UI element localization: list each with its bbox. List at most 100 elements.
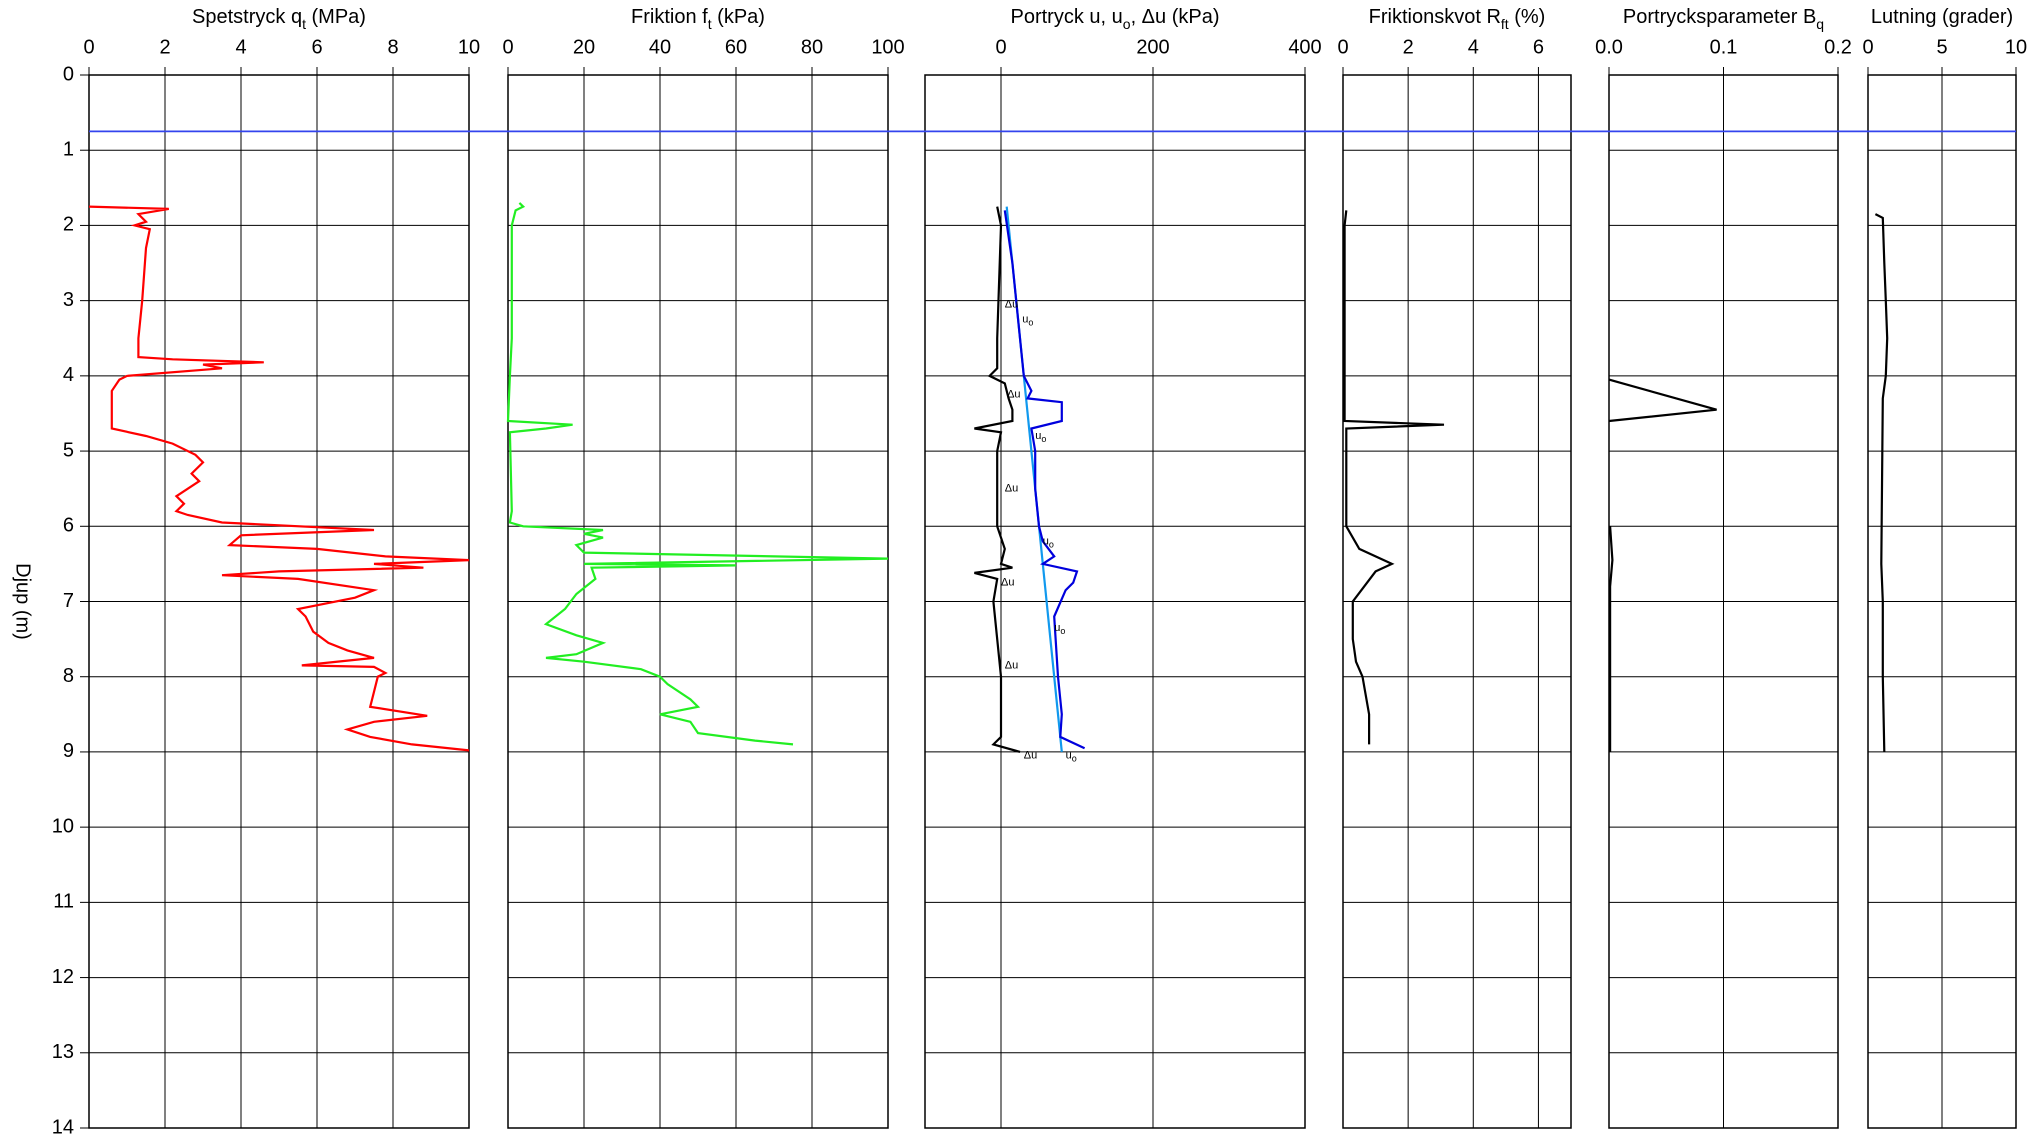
x-tick-label: 40 — [649, 36, 671, 58]
annotation-part: Δu — [1005, 483, 1018, 495]
x-tick-label: 4 — [235, 36, 246, 58]
y-tick-label: 3 — [63, 289, 74, 311]
x-tick-label: 10 — [2005, 36, 2027, 58]
y-tick-label: 6 — [63, 515, 74, 537]
annotation: Δu — [1007, 389, 1020, 401]
panel-frame — [924, 74, 1306, 1129]
y-tick-label: 10 — [52, 815, 74, 837]
panel-frame — [88, 74, 470, 1129]
annotation-part: o — [1041, 434, 1046, 444]
annotation-part: Δu — [1001, 577, 1014, 589]
title-part: Portryck u, u — [1011, 6, 1123, 28]
annotation: uo — [1066, 750, 1077, 764]
x-tick-label: 0 — [1337, 36, 1348, 58]
x-tick-label: 0.2 — [1824, 36, 1852, 58]
annotation-part: u — [1066, 750, 1072, 762]
annotation-part: o — [1049, 540, 1054, 550]
x-tick-label: 80 — [801, 36, 823, 58]
annotation-part: o — [1028, 318, 1033, 328]
annotation-part: Δu — [1007, 389, 1020, 401]
panel-title: Portrycksparameter Bq — [1623, 6, 1824, 31]
panel-frame — [1342, 74, 1572, 1129]
y-tick-label: 5 — [63, 439, 74, 461]
title-part: Spetstryck q — [192, 6, 302, 28]
annotation: Δu — [1005, 483, 1018, 495]
title-part: (kPa) — [712, 6, 765, 28]
title-part: Friktion f — [631, 6, 708, 28]
x-tick-label: 2 — [159, 36, 170, 58]
y-axis-label: Djup (m) — [12, 563, 34, 640]
annotation: uo — [1043, 535, 1054, 549]
title-part: (%) — [1509, 6, 1546, 28]
annotation-part: o — [1060, 626, 1065, 636]
panel-title: Lutning (grader) — [1871, 6, 2013, 28]
annotation: uo — [1035, 430, 1046, 444]
x-tick-label: 0 — [995, 36, 1006, 58]
panel-title: Friktion ft (kPa) — [631, 6, 765, 31]
x-tick-label: 6 — [1533, 36, 1544, 58]
annotation-part: Δu — [1005, 298, 1018, 310]
data-line — [1343, 210, 1445, 745]
annotation-part: Δu — [1005, 659, 1018, 671]
y-tick-label: 1 — [63, 138, 74, 160]
data-line — [506, 202, 889, 746]
annotation-part: u — [1043, 535, 1049, 547]
data-line — [974, 206, 1021, 753]
data-line — [88, 205, 470, 752]
x-tick-label: 4 — [1468, 36, 1479, 58]
annotation: Δu — [1001, 577, 1014, 589]
x-tick-label: 0.0 — [1595, 36, 1623, 58]
y-tick-label: 0 — [63, 63, 74, 85]
y-tick-label: 9 — [63, 740, 74, 762]
data-line — [1608, 378, 1717, 752]
x-tick-label: 20 — [573, 36, 595, 58]
y-tick-label: 13 — [52, 1041, 74, 1063]
title-part: , Δu (kPa) — [1131, 6, 1220, 28]
panel-frame — [507, 74, 889, 1129]
x-tick-label: 0 — [1862, 36, 1873, 58]
title-part: q — [1816, 16, 1824, 32]
x-tick-label: 0 — [83, 36, 94, 58]
panel-title: Spetstryck qt (MPa) — [192, 6, 366, 31]
title-part: Portrycksparameter B — [1623, 6, 1816, 28]
x-tick-label: 400 — [1288, 36, 1321, 58]
x-tick-label: 0 — [502, 36, 513, 58]
x-tick-label: 60 — [725, 36, 747, 58]
x-tick-label: 100 — [871, 36, 904, 58]
panel-frame — [1867, 74, 2017, 1129]
annotation: Δu — [1024, 750, 1037, 762]
annotation: uo — [1022, 313, 1033, 327]
annotation-part: u — [1022, 313, 1028, 325]
annotation-part: u — [1054, 622, 1060, 634]
annotation: Δu — [1005, 659, 1018, 671]
y-tick-label: 11 — [53, 891, 74, 913]
x-tick-label: 2 — [1403, 36, 1414, 58]
data-line — [1003, 210, 1086, 750]
y-tick-label: 14 — [52, 1116, 74, 1138]
x-tick-label: 5 — [1936, 36, 1947, 58]
panel-title: Portryck u, uo, Δu (kPa) — [1011, 6, 1220, 31]
x-tick-label: 6 — [311, 36, 322, 58]
x-tick-label: 200 — [1136, 36, 1169, 58]
y-tick-label: 2 — [63, 214, 74, 236]
y-tick-label: 8 — [63, 665, 74, 687]
data-line — [1874, 213, 1889, 752]
title-part: (MPa) — [306, 6, 366, 28]
title-part: o — [1123, 16, 1131, 32]
x-tick-label: 8 — [387, 36, 398, 58]
annotation-part: o — [1072, 754, 1077, 764]
y-tick-label: 7 — [63, 590, 74, 612]
title-part: t — [708, 16, 712, 32]
title-part: Lutning (grader) — [1871, 6, 2013, 28]
annotation-part: Δu — [1024, 750, 1037, 762]
annotation: Δu — [1005, 298, 1018, 310]
x-tick-label: 10 — [458, 36, 480, 58]
panel-title: Friktionskvot Rft (%) — [1369, 6, 1546, 31]
title-part: t — [302, 16, 306, 32]
title-part: Friktionskvot R — [1369, 6, 1501, 28]
x-tick-label: 0.1 — [1710, 36, 1738, 58]
title-part: ft — [1501, 16, 1509, 32]
y-tick-label: 4 — [63, 364, 74, 386]
annotation: uo — [1054, 622, 1065, 636]
